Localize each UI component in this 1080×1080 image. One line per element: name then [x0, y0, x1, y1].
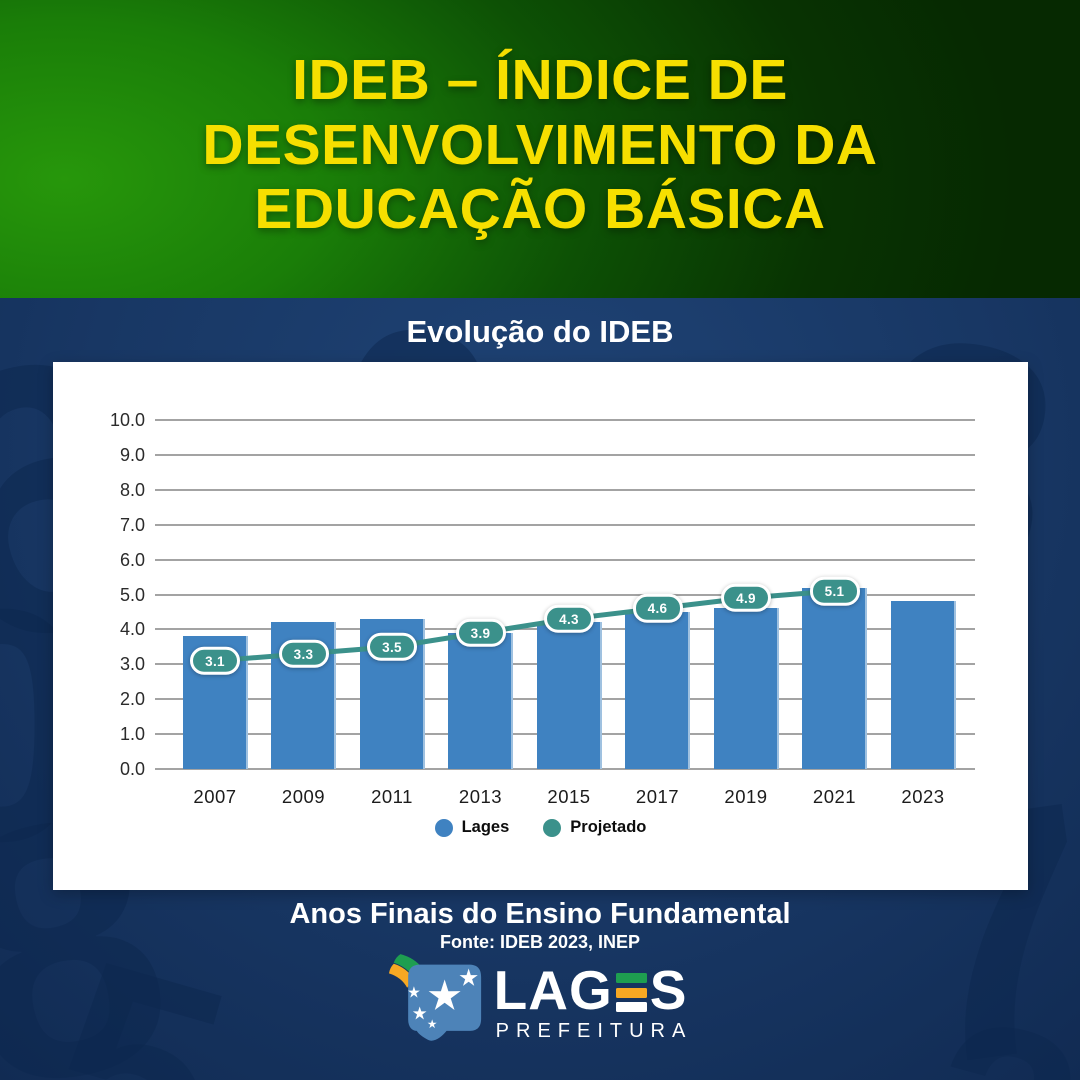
page-title-line: EDUCAÇÃO BÁSICA: [254, 177, 826, 242]
chart-subtitle: Anos Finais do Ensino Fundamental: [289, 898, 791, 930]
y-axis-label: 3.0: [119, 654, 145, 675]
legend-item-projetado: Projetado: [543, 818, 646, 837]
projected-value-pill-2009: 3.3: [278, 639, 329, 669]
y-axis-label: 2.0: [119, 689, 145, 710]
gridline: [155, 419, 975, 421]
projected-value-pill-2021: 5.1: [809, 576, 860, 606]
chart-card: 10.0 9.0 8.0 7.0 6.0 5.0 4.0 3.0 2.0 1.0 0.0 3.1 3.…: [53, 362, 1028, 890]
logo-text: LAG S PREFEITURA: [493, 958, 693, 1044]
star-icon: [428, 979, 461, 1010]
projected-value-pill-2007: 3.1: [190, 646, 240, 676]
x-axis-label-2015: 2015: [547, 786, 591, 807]
stylized-e-icon: [615, 973, 647, 1013]
logo-subtitle: PREFEITURA: [495, 1020, 693, 1043]
lages-prefeitura-logo: LAG S PREFEITURA: [0, 953, 1080, 1057]
y-axis-label: 6.0: [119, 549, 145, 570]
flag-ribbon-orange: [388, 963, 414, 988]
y-axis-label: 8.0: [119, 479, 145, 500]
x-axis-label-2023: 2023: [901, 786, 945, 807]
x-axis-label-2019: 2019: [724, 786, 768, 807]
x-axis-label-2009: 2009: [281, 786, 326, 807]
wordmark-s: S: [649, 958, 688, 1021]
star-icon: [407, 986, 420, 998]
x-axis-label-2013: 2013: [458, 786, 503, 807]
bar-2023: [890, 601, 956, 769]
y-axis-label: 4.0: [119, 619, 145, 640]
legend-label-lages: Lages: [461, 818, 510, 836]
chart-title: Evolução do IDEB: [406, 314, 674, 349]
star-icon: [459, 968, 478, 986]
lages-flag-icon: [388, 954, 481, 1041]
x-axis-label-2021: 2021: [812, 786, 857, 807]
chart-source: Fonte: IDEB 2023, INEP: [439, 932, 641, 952]
x-axis-label-2017: 2017: [635, 786, 680, 807]
page-title-line: DESENVOLVIMENTO DA: [202, 112, 878, 177]
x-axis: 2007 2009 2011 2013 2015 2017 2019 2021 2023: [53, 786, 1028, 810]
header-banner: IDEB – ÍNDICE DE DESENVOLVIMENTO DA EDUC…: [0, 0, 1080, 298]
legend-label-projetado: Projetado: [570, 818, 647, 836]
e-bar-green: [615, 973, 647, 984]
plot-area: 3.1 3.3 3.5 3.9 4.3 4.6 4.9 5.1: [155, 419, 975, 770]
chart-legend: Lages Projetado: [53, 818, 1028, 837]
y-axis-label: 10.0: [109, 410, 145, 430]
y-axis-label: 5.0: [119, 584, 145, 605]
gridline: [155, 523, 975, 526]
y-axis-label: 1.0: [119, 724, 145, 745]
projected-value-pill-2013: 3.9: [455, 618, 506, 648]
star-icon: [427, 1019, 437, 1029]
projected-value-pill-2011: 3.5: [367, 632, 417, 662]
gridline: [155, 488, 975, 491]
star-icon: [412, 1006, 427, 1020]
legend-dot-projetado-icon: [543, 818, 562, 837]
y-axis-label: 9.0: [119, 444, 145, 465]
projected-value-pill-2019: 4.9: [721, 583, 771, 613]
page-title: IDEB – ÍNDICE DE DESENVOLVIMENTO DA EDUC…: [202, 48, 877, 243]
projected-value-pill-2015: 4.3: [544, 604, 594, 634]
logo-wordmark: LAG S: [493, 958, 688, 1021]
projected-value-pill-2017: 4.6: [632, 594, 683, 623]
e-bar-white: [615, 1002, 647, 1013]
gridline: [155, 558, 975, 561]
x-axis-label-2011: 2011: [371, 786, 413, 807]
x-axis-label-2007: 2007: [193, 786, 237, 807]
legend-item-lages: Lages: [434, 818, 510, 837]
page-title-line: IDEB – ÍNDICE DE: [292, 47, 788, 112]
gridline: [155, 768, 975, 770]
pills: 3.1 3.3 3.5 3.9 4.3 4.6 4.9 5.1: [155, 420, 975, 769]
wordmark-lag: LAG: [493, 958, 613, 1021]
gridline: [155, 453, 975, 456]
e-bar-orange: [615, 987, 647, 998]
y-axis-label: 0.0: [119, 759, 145, 779]
legend-dot-lages-icon: [434, 818, 453, 837]
y-axis-label: 7.0: [119, 514, 145, 535]
